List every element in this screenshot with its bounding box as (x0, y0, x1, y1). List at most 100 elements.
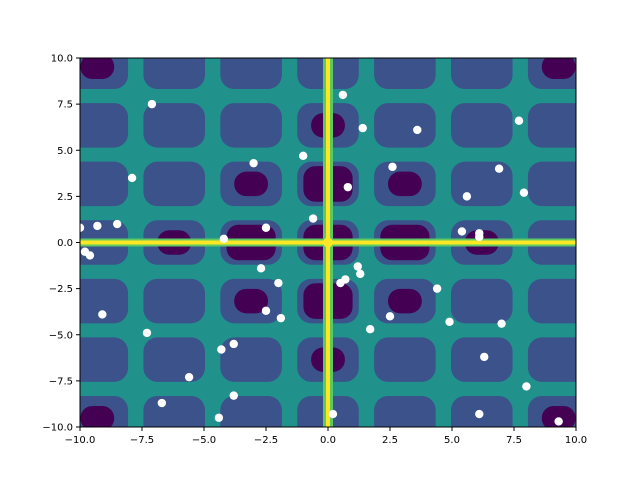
scatter-point (356, 269, 365, 279)
scatter-point (336, 278, 345, 288)
scatter-point (147, 99, 157, 109)
x-tick-label: 0.0 (320, 435, 336, 446)
x-tick-label: −7.5 (130, 435, 154, 446)
contour-cell (220, 337, 282, 382)
contour-core (80, 405, 115, 427)
x-tick-label: 10.0 (565, 435, 587, 446)
scatter-point (475, 409, 484, 419)
scatter-point (98, 310, 107, 319)
contour-core (541, 405, 576, 427)
x-tick-label: 5.0 (444, 435, 460, 446)
contour-peak-center (323, 237, 333, 248)
scatter-point (445, 317, 454, 327)
contour-cell (527, 161, 576, 207)
contour-cell (374, 58, 436, 90)
contour-core (387, 288, 422, 314)
scatter-point (494, 164, 504, 173)
contour-cell (451, 58, 513, 90)
contour-cell (143, 161, 205, 207)
contour-cell (527, 103, 576, 148)
scatter-point (522, 382, 531, 391)
contour-cell (80, 103, 129, 148)
y-tick-label: −5.0 (49, 330, 73, 341)
x-tick-label: 2.5 (382, 435, 398, 446)
contour-core (80, 58, 115, 80)
scatter-point (80, 223, 85, 232)
y-tick-label: 7.5 (57, 100, 73, 111)
y-tick-label: 2.5 (57, 192, 73, 203)
scatter-point (127, 173, 137, 183)
contour-cell (143, 337, 205, 382)
scatter-point (256, 264, 266, 273)
scatter-point (184, 372, 194, 382)
y-tick-label: −7.5 (49, 376, 73, 387)
scatter-point (214, 413, 224, 422)
contour-cell (220, 103, 282, 148)
scatter-point (457, 227, 467, 236)
scatter-point (475, 232, 484, 242)
scatter-point (385, 312, 395, 321)
contour-background (80, 58, 576, 427)
scatter-point (514, 116, 524, 125)
contour-core (234, 288, 269, 314)
scatter-point (299, 151, 308, 160)
contour-cell (451, 103, 513, 148)
x-tick-label: −2.5 (254, 435, 278, 446)
contour-cell (143, 278, 205, 324)
scatter-point (276, 313, 286, 323)
contour-cell (451, 278, 513, 324)
plot-area (80, 58, 576, 427)
scatter-point (85, 251, 95, 260)
scatter-point (308, 214, 318, 223)
contour-cell (374, 337, 436, 382)
scatter-point (365, 325, 375, 334)
scatter-point (432, 284, 442, 293)
contour-cell (374, 103, 436, 148)
contour-cell (143, 58, 205, 90)
scatter-point (497, 319, 506, 328)
scatter-point (554, 417, 563, 426)
contour-cell (80, 278, 129, 324)
scatter-point (338, 90, 348, 100)
scatter-point (413, 125, 422, 135)
x-tick-label: −5.0 (192, 435, 216, 446)
x-tick-label: −10.0 (65, 435, 96, 446)
scatter-point (261, 306, 271, 315)
contour-core (541, 58, 576, 80)
scatter-point (261, 223, 271, 232)
contour-cell (143, 103, 205, 148)
scatter-point (274, 278, 283, 288)
x-tick-label: 7.5 (506, 435, 522, 446)
scatter-point (519, 188, 529, 197)
contour-cell (220, 395, 282, 427)
scatter-point (229, 339, 238, 349)
y-tick-label: 5.0 (57, 146, 73, 157)
x-axis: −10.0 −7.5 −5.0 −2.5 0.0 2.5 5.0 7.5 10.0 (65, 427, 587, 446)
scatter-point (93, 221, 102, 231)
contour-cell (527, 337, 576, 382)
scatter-point (358, 123, 367, 133)
contour-cell (80, 337, 129, 382)
scatter-point (249, 158, 258, 168)
scatter-point (462, 192, 472, 201)
y-tick-label: 10.0 (51, 54, 73, 65)
contour-cell (220, 58, 282, 90)
scatter-point (217, 345, 226, 354)
scatter-point (229, 391, 238, 400)
y-tick-label: −2.5 (49, 284, 73, 295)
scatter-point (157, 398, 167, 408)
scatter-point (219, 234, 229, 244)
scatter-point (328, 409, 338, 419)
y-tick-label: −10.0 (42, 423, 73, 434)
contour-cell (80, 161, 129, 207)
y-axis: −10.0 −7.5 −5.0 −2.5 0.0 2.5 5.0 7.5 10.0 (42, 54, 80, 434)
contour-core (234, 171, 269, 197)
scatter-point (388, 162, 397, 172)
scatter-point (353, 262, 362, 271)
y-tick-label: 0.0 (57, 238, 73, 249)
scatter-point (343, 182, 353, 192)
scatter-point (480, 352, 489, 362)
scatter-points (80, 90, 563, 426)
contour-cell (527, 278, 576, 324)
scatter-point (113, 219, 122, 229)
